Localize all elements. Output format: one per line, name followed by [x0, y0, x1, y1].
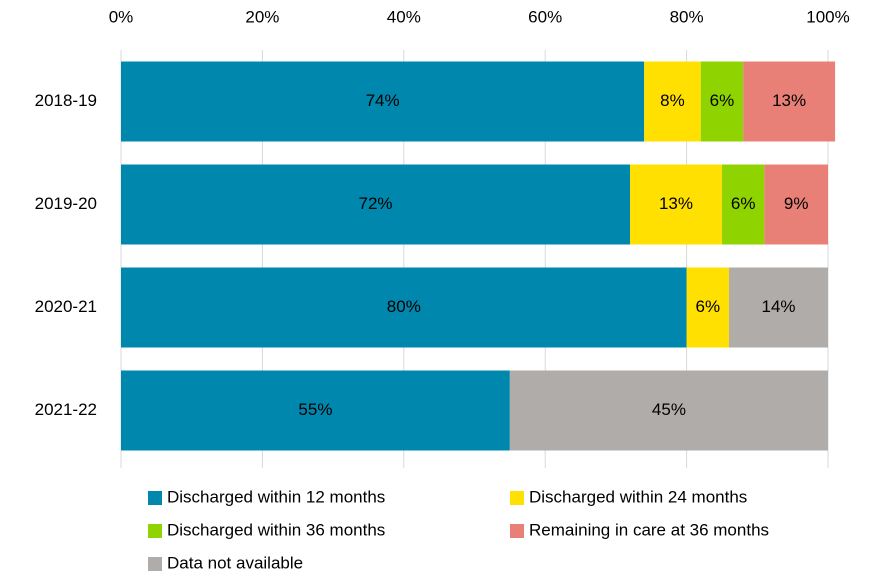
y-tick-label: 2020-21 — [35, 297, 97, 316]
bar-segment — [121, 267, 687, 348]
data-label: 74% — [366, 91, 400, 110]
bar-segment — [729, 267, 828, 348]
x-tick-label: 80% — [670, 7, 704, 26]
y-tick-label: 2019-20 — [35, 194, 97, 213]
data-label: 45% — [652, 400, 686, 419]
data-label: 6% — [696, 297, 721, 316]
legend-swatch — [510, 524, 524, 538]
legend-label: Discharged within 24 months — [529, 487, 747, 506]
bar-segment — [764, 164, 828, 245]
y-tick-label: 2018-19 — [35, 91, 97, 110]
legend-swatch — [148, 524, 162, 538]
x-tick-label: 20% — [245, 7, 279, 26]
data-label: 9% — [784, 194, 809, 213]
y-tick-label: 2021-22 — [35, 400, 97, 419]
legend-label: Data not available — [167, 553, 303, 572]
data-label: 6% — [731, 194, 756, 213]
data-label: 13% — [772, 91, 806, 110]
legend-swatch — [148, 491, 162, 505]
bar-segment — [686, 267, 730, 348]
data-label: 14% — [761, 297, 795, 316]
x-tick-label: 40% — [387, 7, 421, 26]
data-label: 6% — [710, 91, 735, 110]
legend-swatch — [148, 557, 162, 571]
data-label: 55% — [298, 400, 332, 419]
legend-swatch — [510, 491, 524, 505]
data-label: 72% — [359, 194, 393, 213]
bar-segment — [121, 61, 645, 142]
bar-segment — [121, 370, 510, 451]
data-label: 13% — [659, 194, 693, 213]
bar-segment — [700, 61, 744, 142]
x-tick-label: 100% — [806, 7, 849, 26]
x-tick-label: 60% — [528, 7, 562, 26]
legend-label: Discharged within 36 months — [167, 520, 385, 539]
bar-segment — [721, 164, 765, 245]
bar-segment — [121, 164, 631, 245]
bar-segment — [509, 370, 828, 451]
data-label: 8% — [660, 91, 685, 110]
x-tick-label: 0% — [109, 7, 134, 26]
bar-segment — [644, 61, 701, 142]
legend-label: Discharged within 12 months — [167, 487, 385, 506]
data-label: 80% — [387, 297, 421, 316]
bar-segment — [630, 164, 722, 245]
bar-segment — [743, 61, 836, 142]
legend-label: Remaining in care at 36 months — [529, 520, 769, 539]
